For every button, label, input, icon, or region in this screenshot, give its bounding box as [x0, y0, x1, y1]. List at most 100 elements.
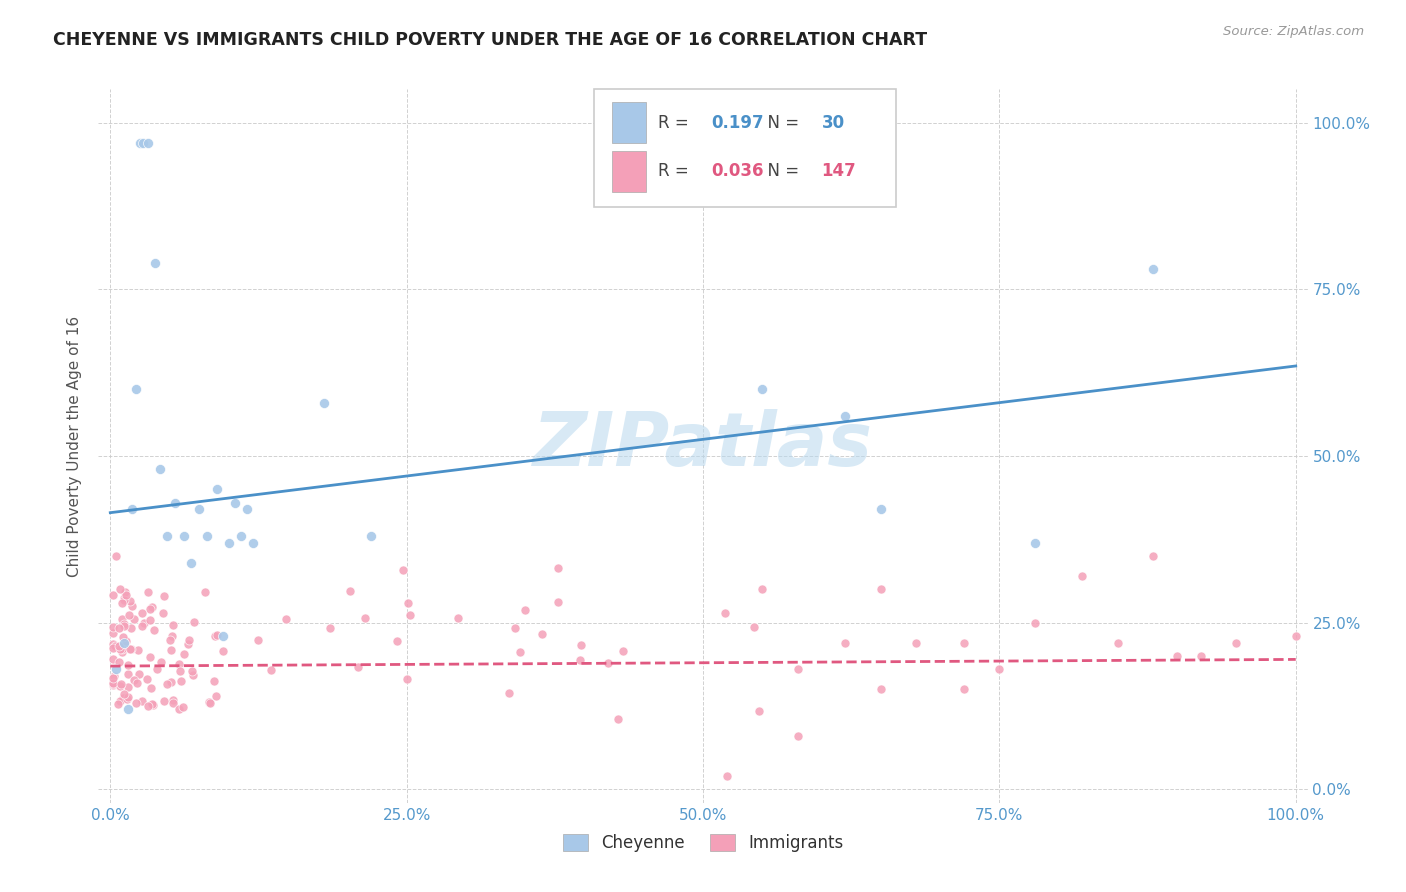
Point — [112, 591, 135, 606]
Point — [167, 702, 190, 716]
Point — [105, 662, 128, 676]
Point — [120, 621, 142, 635]
Text: 0.197: 0.197 — [711, 114, 763, 132]
Point — [751, 382, 773, 396]
Point — [198, 696, 221, 710]
Point — [170, 674, 193, 689]
Point — [125, 382, 148, 396]
Point — [121, 599, 143, 614]
Point — [111, 690, 134, 705]
Point — [183, 615, 205, 630]
Point — [224, 496, 246, 510]
Point — [107, 621, 129, 635]
Point — [1166, 649, 1188, 664]
Point — [125, 696, 148, 710]
Point — [204, 674, 226, 689]
Text: R =: R = — [658, 162, 695, 180]
Point — [141, 697, 163, 711]
Point — [117, 657, 139, 672]
Point — [834, 636, 856, 650]
Point — [156, 529, 179, 543]
Point — [162, 629, 184, 643]
Point — [162, 696, 184, 710]
Legend: Cheyenne, Immigrants: Cheyenne, Immigrants — [555, 827, 851, 859]
Text: ZIPatlas: ZIPatlas — [533, 409, 873, 483]
Point — [198, 695, 221, 709]
Point — [159, 633, 181, 648]
Point — [360, 529, 382, 543]
Point — [212, 629, 235, 643]
Point — [1024, 535, 1046, 549]
Point — [1024, 615, 1046, 630]
Point — [162, 618, 184, 632]
Point — [128, 667, 150, 681]
Point — [399, 607, 422, 622]
Point — [173, 647, 195, 661]
Text: R =: R = — [658, 114, 695, 132]
Point — [204, 629, 226, 643]
Point — [391, 563, 413, 577]
Point — [152, 606, 174, 620]
Point — [117, 702, 139, 716]
Point — [218, 535, 240, 549]
Point — [751, 582, 773, 597]
Point — [235, 502, 257, 516]
Point — [103, 668, 125, 682]
Point — [167, 657, 190, 672]
Point — [242, 535, 264, 549]
Point — [108, 694, 131, 708]
Point — [347, 660, 370, 674]
Point — [117, 690, 139, 705]
Point — [598, 656, 620, 670]
Point — [115, 633, 138, 648]
Point — [120, 641, 142, 656]
Point — [131, 619, 153, 633]
Point — [952, 682, 974, 697]
Point — [131, 694, 153, 708]
Point — [139, 681, 162, 696]
Point — [160, 675, 183, 690]
Text: Source: ZipAtlas.com: Source: ZipAtlas.com — [1223, 25, 1364, 38]
Point — [169, 664, 191, 678]
Point — [188, 502, 211, 516]
Point — [111, 645, 134, 659]
Point — [152, 589, 174, 603]
Point — [162, 693, 184, 707]
Point — [713, 606, 735, 620]
Point — [194, 584, 217, 599]
Point — [396, 672, 419, 686]
Text: CHEYENNE VS IMMIGRANTS CHILD POVERTY UNDER THE AGE OF 16 CORRELATION CHART: CHEYENNE VS IMMIGRANTS CHILD POVERTY UND… — [53, 31, 928, 49]
Point — [339, 584, 361, 599]
Point — [136, 136, 159, 150]
Point — [101, 588, 124, 602]
Point — [716, 769, 738, 783]
Point — [568, 653, 591, 667]
Point — [101, 671, 124, 685]
Point — [108, 639, 131, 653]
Point — [180, 556, 202, 570]
Point — [114, 584, 136, 599]
Point — [131, 607, 153, 621]
Point — [127, 643, 149, 657]
Point — [117, 667, 139, 681]
Y-axis label: Child Poverty Under the Age of 16: Child Poverty Under the Age of 16 — [67, 316, 83, 576]
Point — [101, 652, 124, 666]
Point — [952, 636, 974, 650]
FancyBboxPatch shape — [595, 89, 897, 207]
Point — [176, 637, 198, 651]
Point — [159, 643, 181, 657]
Point — [101, 636, 124, 650]
Point — [1189, 649, 1212, 664]
Point — [112, 630, 135, 644]
Point — [120, 594, 142, 608]
Point — [869, 682, 891, 697]
Point — [114, 619, 136, 633]
Point — [103, 625, 125, 640]
Text: 30: 30 — [821, 114, 845, 132]
Point — [101, 620, 124, 634]
Point — [153, 694, 176, 708]
Point — [1225, 636, 1247, 650]
Point — [101, 675, 124, 690]
Point — [1142, 549, 1164, 563]
Point — [108, 642, 131, 657]
